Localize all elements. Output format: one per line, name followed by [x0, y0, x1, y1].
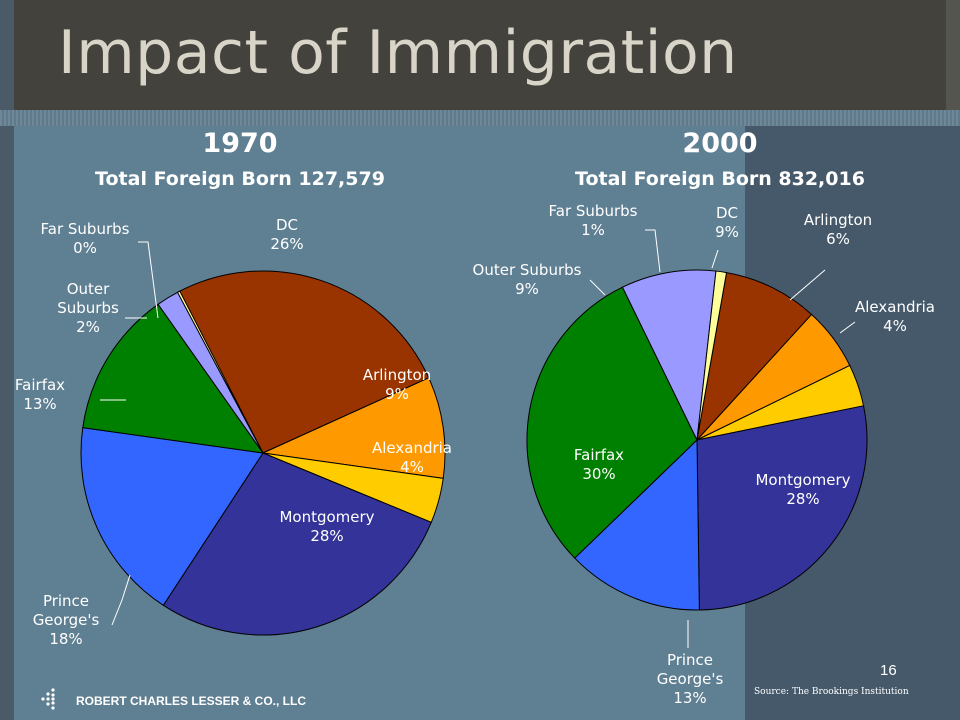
leader-line-alexandria	[839, 321, 856, 334]
source-note: Source: The Brookings Institution	[754, 687, 909, 697]
title-bar-edge	[946, 0, 960, 110]
left-edge-stripe	[0, 0, 14, 720]
pie-slice-far-suburbs	[176, 290, 264, 454]
pie-slice-dc	[176, 270, 430, 454]
pie-slice-montgomery	[162, 452, 432, 636]
slice-label-montgomery: Montgomery 28%	[755, 471, 850, 508]
slice-label-prince-george-s: Prince George's 18%	[33, 592, 100, 648]
chart-2000-heading: 2000 Total Foreign Born 832,016	[540, 128, 900, 192]
pie-slice-montgomery	[696, 405, 868, 611]
company-logo-icon	[41, 688, 55, 710]
chart-1970-heading: 1970 Total Foreign Born 127,579	[60, 128, 420, 192]
chart-2000-title: 2000	[682, 128, 758, 159]
slice-label-fairfax: Fairfax 30%	[574, 446, 624, 483]
leader-line-prince-george-s	[111, 574, 131, 626]
pie-slice-fairfax	[82, 303, 265, 454]
leader-line-dc	[711, 249, 719, 269]
slice-label-fairfax: Fairfax 13%	[15, 376, 65, 413]
title-bar	[14, 0, 946, 110]
slice-label-outer-suburbs: Outer Suburbs 9%	[473, 261, 582, 298]
slice-label-far-suburbs: Far Suburbs 0%	[41, 220, 130, 257]
pie-slice-arlington	[261, 377, 446, 479]
leader-line-far-suburbs	[645, 229, 661, 273]
title-divider-band	[0, 110, 960, 126]
chart-1970-title: 1970	[202, 128, 278, 159]
slice-label-arlington: Arlington 6%	[804, 211, 872, 248]
pie-chart-2000: DC 9% Arlington 6% Alexandria 4% Montgomery 28%…	[473, 202, 935, 707]
company-name: ROBERT CHARLES LESSER & CO., LLC	[76, 694, 307, 708]
pie-slice-prince-george-s	[574, 438, 700, 611]
slice-label-dc: DC 9%	[715, 204, 739, 241]
slice-label-dc: DC 26%	[270, 216, 303, 253]
slice-label-alexandria: Alexandria 4%	[855, 298, 935, 335]
pie-slice-fairfax	[526, 286, 698, 559]
pie-slice-far-suburbs	[696, 270, 728, 441]
pie-slice-outer-suburbs	[621, 269, 717, 442]
slice-label-alexandria: Alexandria 4%	[372, 439, 452, 476]
chart-2000-subtitle: Total Foreign Born 832,016	[575, 168, 865, 190]
chart-1970-subtitle: Total Foreign Born 127,579	[95, 168, 385, 190]
pie-slice-prince-george-s	[80, 427, 264, 606]
slide-title: Impact of Immigration	[58, 18, 738, 88]
leader-line-outer-suburbs	[589, 279, 606, 296]
pie-chart-1970: DC 26% Arlington 9% Alexandria 4% Montgomery 28…	[15, 216, 452, 648]
slice-label-outer-suburbs: Outer Suburbs 2%	[57, 280, 119, 336]
leader-line-arlington	[789, 269, 826, 301]
slice-label-arlington: Arlington 9%	[363, 366, 431, 403]
slice-label-prince-george-s: Prince George's 13%	[657, 651, 724, 707]
slice-label-montgomery: Montgomery 28%	[279, 508, 374, 545]
pie-slice-dc	[696, 272, 813, 442]
slice-label-far-suburbs: Far Suburbs 1%	[549, 202, 638, 239]
leader-line-far-suburbs	[138, 241, 159, 319]
slide-number: 16	[880, 662, 897, 679]
